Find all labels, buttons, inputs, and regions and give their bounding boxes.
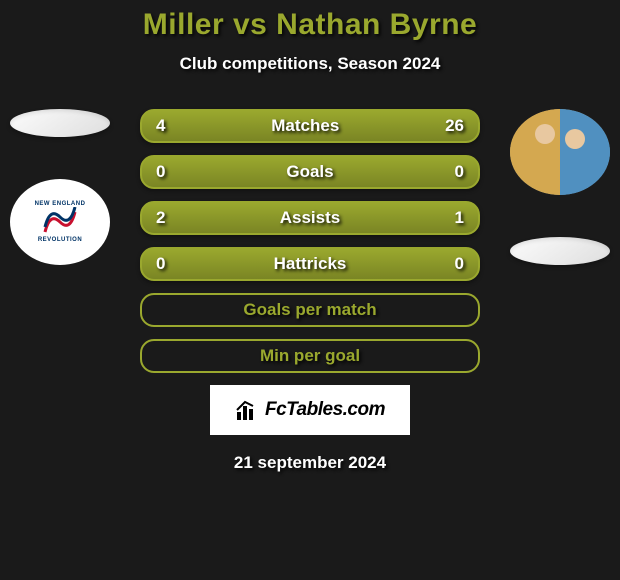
player-left-column: NEW ENGLAND REVOLUTION (10, 109, 110, 265)
stat-bar-assists: 2 Assists 1 (140, 201, 480, 235)
player-right-column (510, 109, 610, 265)
stat-label: Min per goal (260, 346, 360, 366)
player-left-avatar-placeholder (10, 109, 110, 137)
revolution-logo-icon (40, 207, 80, 237)
stat-label: Hattricks (274, 254, 347, 274)
stat-left-value: 2 (156, 208, 165, 228)
main-comparison-area: NEW ENGLAND REVOLUTION (0, 109, 620, 373)
stats-bars-area: 4 Matches 26 0 Goals 0 2 Assists 1 0 Hat… (140, 109, 480, 373)
stat-label: Assists (280, 208, 340, 228)
stat-label: Goals (286, 162, 333, 182)
stat-right-value: 1 (455, 208, 464, 228)
stat-left-value: 0 (156, 254, 165, 274)
stat-bar-min-per-goal: Min per goal (140, 339, 480, 373)
stat-left-value: 4 (156, 116, 165, 136)
fctables-chart-icon (235, 400, 259, 420)
stat-right-value: 0 (455, 162, 464, 182)
stat-label: Matches (271, 116, 339, 136)
footer-brand-text: FcTables.com (265, 399, 385, 421)
stat-left-value: 0 (156, 162, 165, 182)
stat-bar-matches: 4 Matches 26 (140, 109, 480, 143)
team-logo-text-bottom: REVOLUTION (38, 237, 82, 243)
footer-brand-logo: FcTables.com (210, 385, 410, 435)
page-title: Miller vs Nathan Byrne (0, 8, 620, 42)
stat-bar-goals: 0 Goals 0 (140, 155, 480, 189)
player-left-team-logo: NEW ENGLAND REVOLUTION (10, 179, 110, 265)
stat-right-value: 0 (455, 254, 464, 274)
stat-bar-goals-per-match: Goals per match (140, 293, 480, 327)
player-right-team-placeholder (510, 237, 610, 265)
date-text: 21 september 2024 (0, 453, 620, 473)
stat-right-value: 26 (445, 116, 464, 136)
stat-bar-hattricks: 0 Hattricks 0 (140, 247, 480, 281)
player-right-avatar (510, 109, 610, 195)
stat-label: Goals per match (243, 300, 376, 320)
subtitle: Club competitions, Season 2024 (0, 54, 620, 74)
